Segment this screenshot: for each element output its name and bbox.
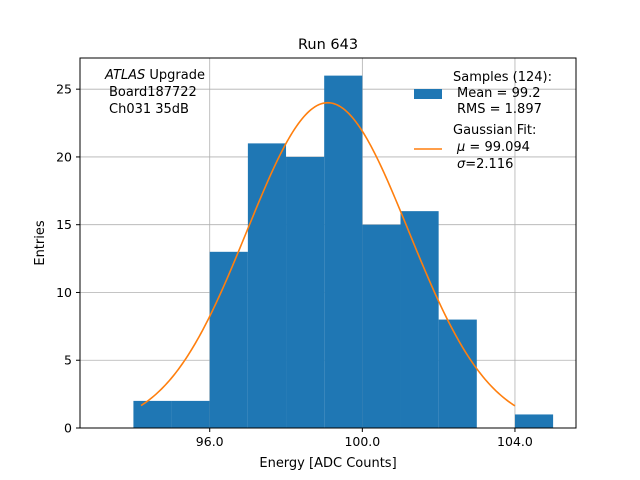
legend-samples-mean: Mean = 99.2 [457, 86, 541, 101]
legend-fit-title: Gaussian Fit: [453, 123, 536, 138]
annotation-atlas-italic: ATLAS [104, 68, 145, 83]
legend-samples-swatch [414, 89, 442, 99]
y-tick-label-5: 25 [56, 82, 72, 97]
plot-frame [79, 57, 577, 429]
annotation-upgrade: Upgrade [145, 68, 205, 83]
gaussian-fit-curve [140, 101, 516, 407]
annotation-line-1: ATLAS Upgrade [104, 68, 205, 83]
histogram-bar-5 [324, 75, 363, 428]
legend-sigma-symbol: σ [457, 157, 466, 172]
histogram-bar-1 [171, 400, 210, 428]
legend-fit-sigma: σ=2.116 [457, 157, 513, 172]
x-tick-label-1: 100.0 [344, 434, 380, 449]
histogram-bar-4 [286, 156, 325, 428]
legend-fit-mu: μ = 99.094 [456, 140, 530, 155]
histogram-bar-8 [438, 319, 477, 428]
y-tick-label-0: 0 [64, 421, 72, 436]
y-tick-label-1: 5 [64, 353, 72, 368]
legend-samples-rms: RMS = 1.897 [457, 102, 542, 117]
legend-mu-symbol: μ [456, 140, 465, 155]
histogram-bar-7 [400, 211, 439, 428]
x-tick-label-2: 104.0 [497, 434, 533, 449]
x-axis-ticks: 96.0 100.0 104.0 [196, 428, 533, 449]
legend-sigma-value: =2.116 [465, 157, 513, 172]
x-tick-label-0: 96.0 [196, 434, 224, 449]
histogram-bar-0 [133, 400, 172, 428]
histogram-bar-10 [514, 414, 554, 428]
annotation-board: Board187722 [109, 85, 197, 100]
y-tick-label-2: 10 [56, 285, 72, 300]
annotation-channel: Ch031 35dB [109, 102, 189, 117]
y-tick-label-3: 15 [56, 217, 72, 232]
legend: Samples (124): Mean = 99.2 RMS = 1.897 G… [414, 70, 552, 172]
y-axis-label: Entries [33, 220, 48, 266]
legend-mu-value: = 99.094 [465, 140, 530, 155]
histogram-bar-6 [362, 224, 401, 428]
histogram-bar-2 [209, 251, 248, 428]
histogram-bars [133, 75, 554, 428]
y-axis-ticks: 0 5 10 15 20 25 [56, 82, 80, 436]
legend-samples-title: Samples (124): [453, 70, 552, 85]
chart-title: Run 643 [298, 37, 358, 53]
y-tick-label-4: 20 [56, 149, 72, 164]
atlas-annotation: ATLAS Upgrade Board187722 Ch031 35dB [104, 68, 205, 117]
gaussian-fit [140, 101, 516, 407]
histogram-bar-3 [247, 143, 287, 428]
x-axis-label: Energy [ADC Counts] [259, 456, 396, 471]
